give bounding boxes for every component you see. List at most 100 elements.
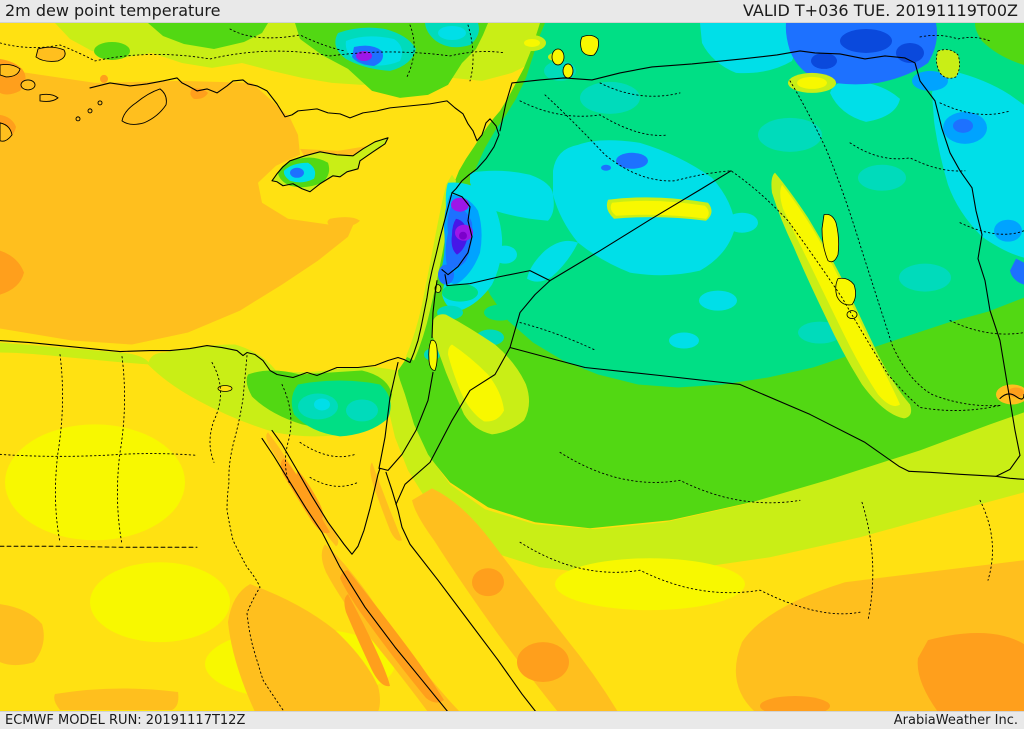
island (0, 122, 13, 142)
contour-region (0, 250, 24, 295)
contour-region (0, 68, 355, 345)
contour-region (459, 231, 467, 240)
contour-region (610, 200, 709, 219)
contour-region (493, 245, 517, 264)
country-borders (378, 50, 1024, 505)
contour-region (555, 558, 745, 611)
contour-region (580, 81, 640, 114)
contour-region (797, 76, 827, 89)
credit-label: ArabiaWeather Inc. (893, 713, 1018, 728)
contour-region (830, 80, 900, 122)
admin-line (405, 24, 415, 80)
contour-region (0, 342, 150, 365)
contour-region (760, 696, 830, 712)
admin-boundaries (0, 24, 1024, 711)
header-bar: 2m dew point temperature VALID T+036 TUE… (0, 0, 1024, 23)
dead-sea (428, 339, 438, 371)
contour-region (296, 470, 323, 521)
border-iraq-saudi (509, 346, 910, 472)
page-title: 2m dew point temperature (5, 1, 221, 20)
contour-region (438, 25, 466, 40)
island (0, 63, 21, 78)
contour-region (344, 594, 390, 687)
border-jordan-saudi (395, 346, 511, 505)
contour-region (148, 23, 268, 49)
admin-line (116, 356, 126, 545)
contour-region (527, 240, 578, 282)
contour-region (524, 38, 540, 47)
contour-region (726, 212, 758, 233)
contour-region (699, 290, 737, 311)
contour-region (616, 152, 648, 169)
weather-map-canvas (0, 23, 1024, 712)
lake-qarun (217, 385, 233, 392)
contour-region (785, 23, 937, 85)
contour-region (975, 23, 1024, 65)
aegean-islands (0, 46, 167, 142)
river-tigris (789, 80, 1001, 407)
admin-line (0, 545, 198, 548)
contour-region (406, 174, 456, 361)
mediterranean-coastline (0, 77, 500, 379)
admin-line (979, 499, 993, 581)
lake-urmia (936, 49, 960, 79)
admin-line (919, 34, 991, 42)
admin-line (849, 142, 966, 172)
admin-line (959, 222, 1024, 235)
lake-razzaza (835, 277, 856, 306)
contour-region (917, 633, 1024, 712)
admin-line (281, 384, 292, 485)
island (39, 93, 59, 102)
contour-region (470, 170, 554, 221)
contour-region (442, 283, 478, 302)
contour-region (314, 398, 330, 411)
contour-region (484, 304, 516, 321)
admin-line (519, 322, 597, 351)
red-sea-east-coastline (385, 471, 537, 712)
border-turkey-syria-iraq-iran (499, 50, 1024, 480)
persian-gulf-coastline (999, 393, 1024, 400)
contour-region (5, 424, 185, 541)
admin-line (519, 541, 861, 615)
lake-tharthar (821, 214, 840, 263)
border-israel-jordan (379, 280, 438, 471)
contour-region (601, 164, 611, 171)
sinai-coastline (271, 429, 381, 555)
border-iraq-saudi-west (908, 470, 997, 477)
admin-line (0, 42, 506, 62)
river-nile (226, 355, 284, 711)
admin-line (949, 320, 1024, 335)
contour-region (54, 688, 179, 711)
weather-map (0, 23, 1024, 712)
red-sea-west-coastline (261, 437, 449, 712)
island (35, 46, 66, 62)
island (97, 100, 103, 106)
island-rhodes (121, 88, 167, 125)
contour-region (190, 88, 208, 100)
contour-region (994, 219, 1022, 242)
contour-region (840, 28, 892, 53)
island (75, 116, 81, 122)
contour-region (858, 164, 906, 191)
footer-bar: ECMWF MODEL RUN: 20191117T12Z ArabiaWeat… (0, 711, 1024, 729)
contour-region (228, 584, 380, 712)
admin-line (939, 102, 1011, 115)
admin-line (467, 24, 474, 82)
admin-line (861, 501, 874, 621)
contour-region (94, 41, 130, 60)
contour-region (280, 458, 330, 534)
border-syria-iraq-jordan (509, 170, 732, 349)
contour-region (290, 167, 304, 178)
dewpoint-field (0, 23, 1024, 712)
lake-tuz (580, 34, 599, 56)
contour-region (388, 374, 1024, 575)
contour-region (346, 399, 378, 422)
island (87, 108, 93, 114)
border-lebanon-syria (441, 192, 473, 287)
admin-line (0, 453, 198, 457)
contour-region (448, 344, 504, 422)
admin-line (599, 82, 681, 97)
lake (846, 310, 858, 319)
contour-region (1008, 387, 1024, 398)
